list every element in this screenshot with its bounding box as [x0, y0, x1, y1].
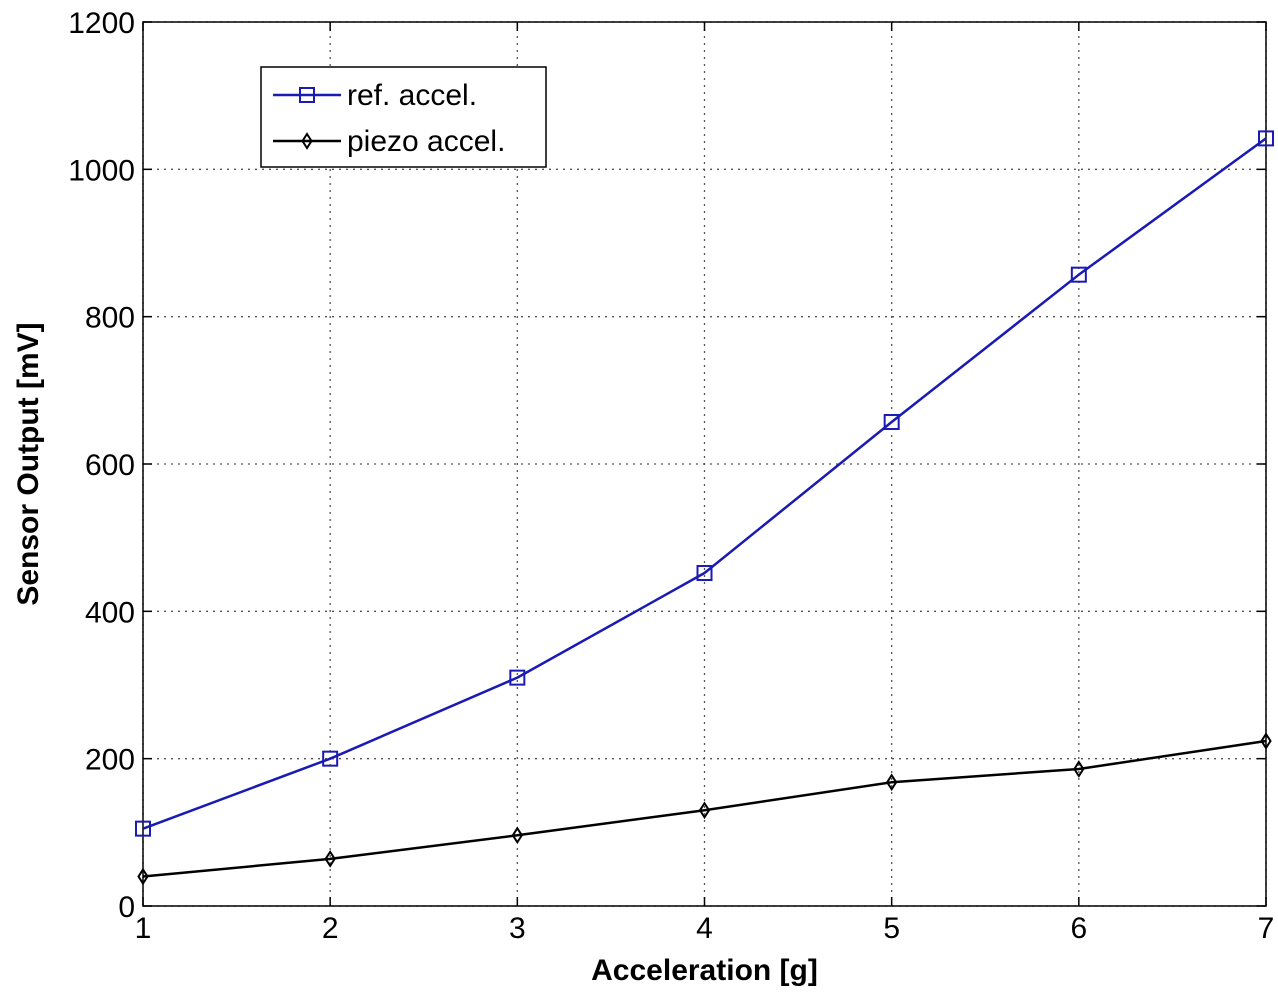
data-point-marker	[1260, 732, 1272, 750]
y-tick-label: 200	[85, 744, 135, 777]
x-tick-label: 4	[696, 912, 713, 945]
series-line	[142, 739, 1267, 878]
x-tick-label: 1	[135, 912, 152, 945]
series-line	[142, 137, 1267, 830]
data-series	[135, 130, 1274, 886]
data-point-marker	[324, 850, 336, 868]
x-axis-title: Acceleration [g]	[591, 954, 818, 987]
data-point-marker	[135, 820, 151, 837]
y-tick-label: 800	[85, 302, 135, 335]
x-tick-label: 5	[883, 912, 900, 945]
data-point-marker	[1258, 130, 1274, 147]
data-point-marker	[1073, 760, 1085, 778]
data-point-marker	[137, 867, 149, 886]
legend-item: ref. accel.	[273, 79, 477, 112]
data-point-marker	[1070, 266, 1087, 283]
data-point-marker	[322, 750, 339, 767]
y-tick-label: 0	[118, 891, 135, 924]
legend-label: ref. accel.	[347, 79, 477, 112]
legend-marker	[299, 87, 315, 103]
legend-box	[260, 66, 547, 168]
y-tick-label: 1200	[68, 7, 135, 40]
x-tick-label: 2	[322, 912, 339, 945]
data-point-marker	[511, 826, 524, 845]
x-tick-label: 3	[509, 912, 526, 945]
legend-marker	[301, 132, 313, 150]
data-point-marker	[698, 801, 711, 820]
x-tick-label: 6	[1070, 912, 1087, 945]
data-point-marker	[883, 414, 900, 431]
legend-label: piezo accel.	[347, 125, 505, 158]
data-point-marker	[509, 669, 526, 686]
y-tick-label: 600	[85, 449, 135, 482]
y-axis-title: Sensor Output [mV]	[12, 322, 45, 605]
y-tick-label: 1000	[68, 154, 135, 187]
y-tick-label: 400	[85, 596, 135, 629]
x-tick-label: 7	[1258, 912, 1275, 945]
axis-ticks: 1 2 3 4 5 6 7 0 200 400 600 800 1000 1200	[68, 7, 1274, 945]
data-point-marker	[696, 565, 713, 582]
legend-item: piezo accel.	[273, 125, 505, 158]
legend: ref. accel. piezo accel.	[260, 66, 547, 168]
data-point-marker	[885, 773, 898, 792]
series-0	[135, 130, 1274, 837]
series-1	[137, 732, 1272, 886]
